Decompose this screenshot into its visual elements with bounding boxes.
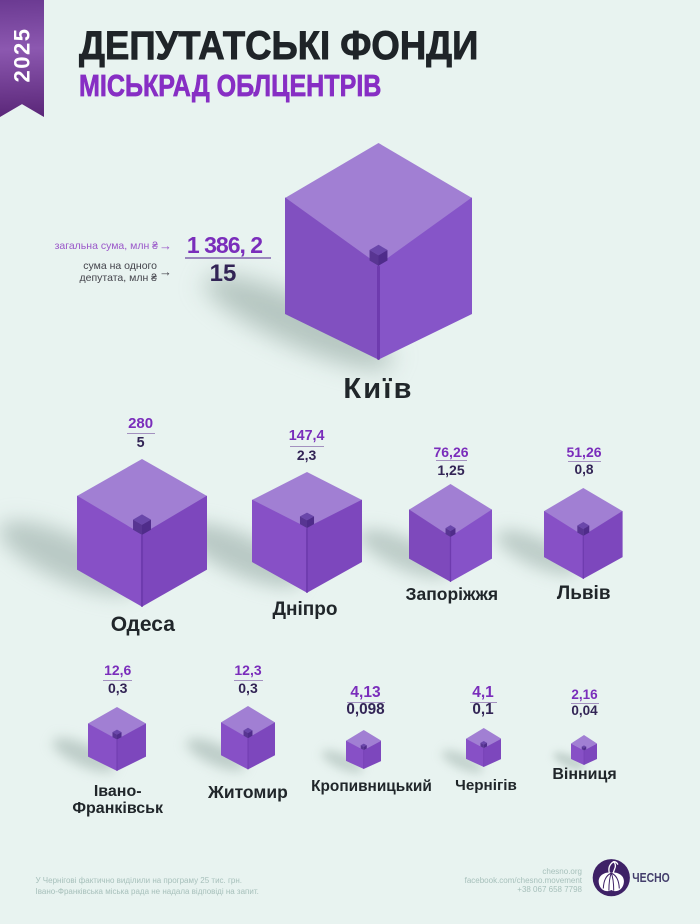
svg-text:ЧЕСНО: ЧЕСНО — [632, 870, 670, 885]
